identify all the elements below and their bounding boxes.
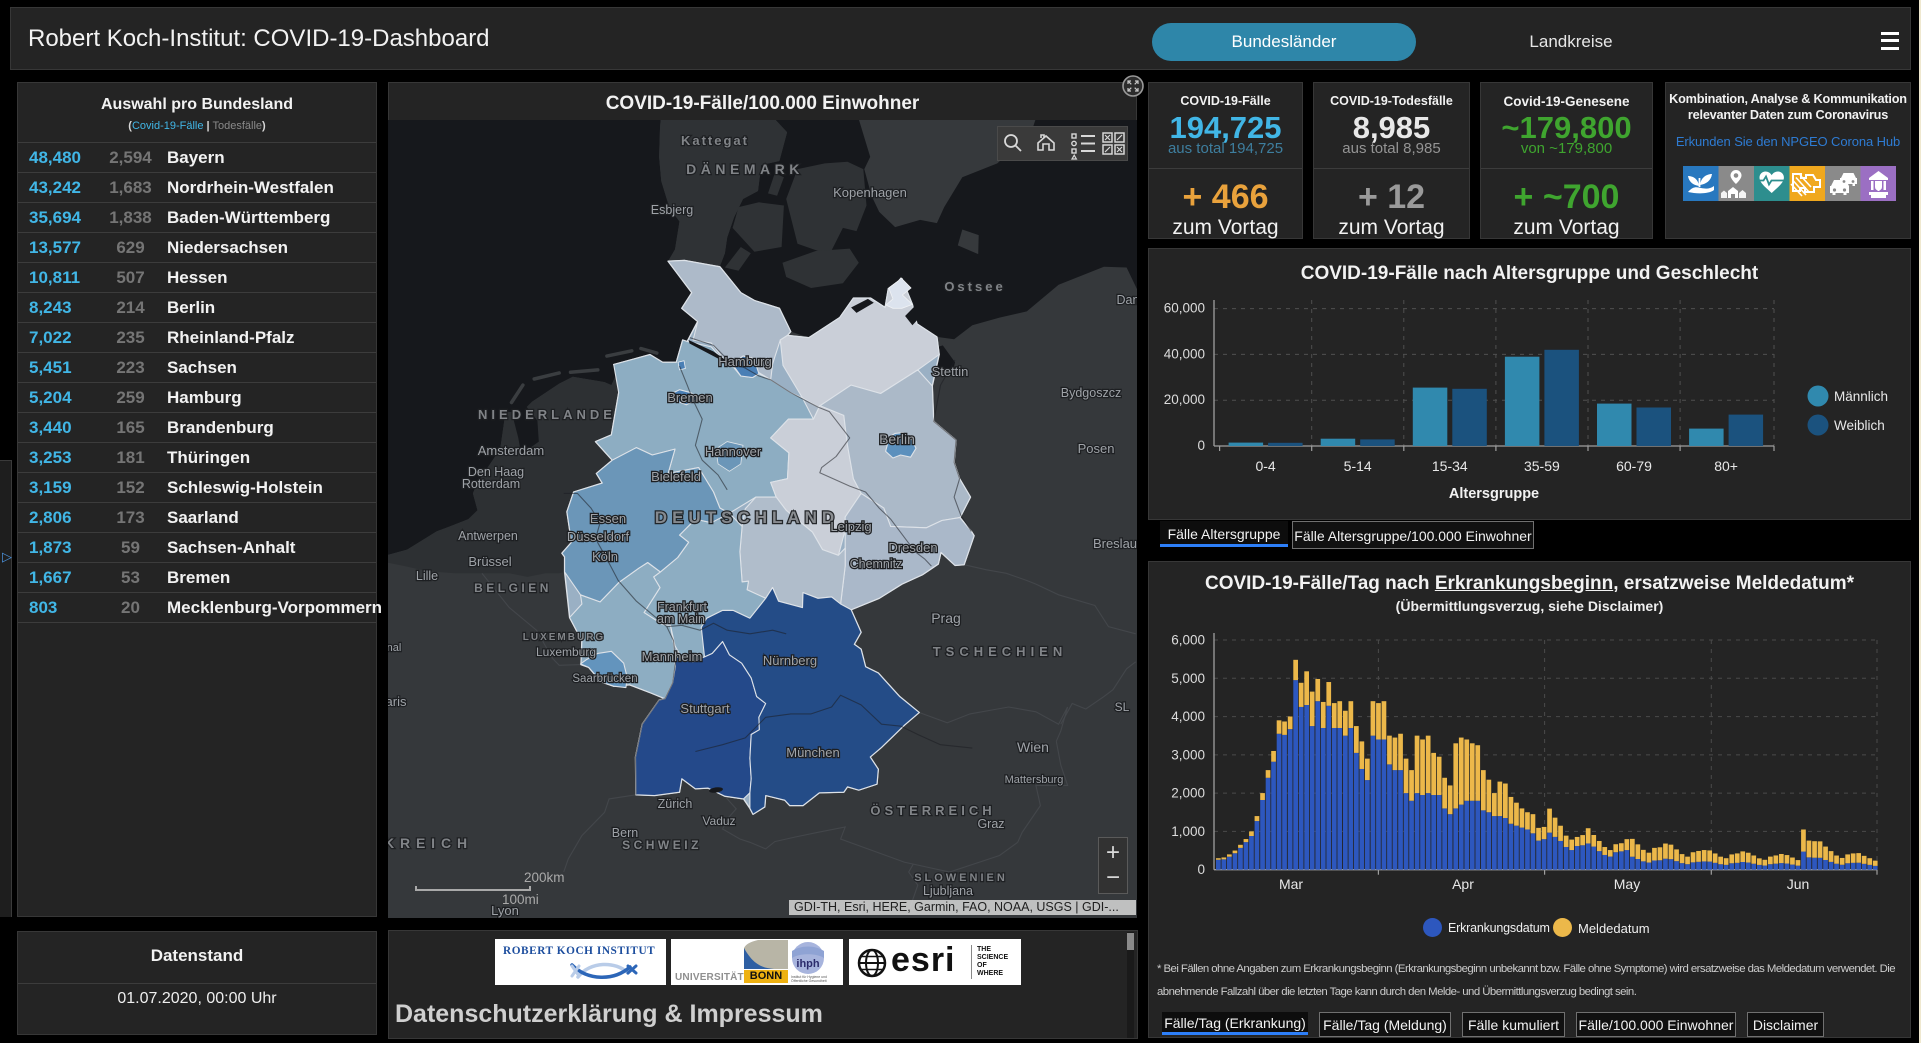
svg-text:Wien: Wien: [1017, 739, 1049, 755]
svg-text:Zürich: Zürich: [658, 797, 693, 811]
svg-text:4,000: 4,000: [1171, 709, 1205, 724]
svg-text:ihph: ihph: [796, 958, 819, 970]
svg-text:Bern: Bern: [612, 826, 638, 840]
svg-text:Köln: Köln: [592, 549, 618, 564]
svg-text:LUXEMBURG: LUXEMBURG: [523, 632, 605, 643]
svg-text:Mattersburg: Mattersburg: [1005, 774, 1064, 786]
svg-text:Männlich: Männlich: [1834, 389, 1888, 404]
svg-text:Ljubljana: Ljubljana: [923, 884, 973, 898]
svg-text:5,000: 5,000: [1171, 671, 1205, 686]
svg-text:6,000: 6,000: [1171, 633, 1205, 648]
svg-text:40,000: 40,000: [1164, 346, 1205, 361]
svg-text:Posen: Posen: [1078, 441, 1115, 456]
svg-text:Lyon: Lyon: [491, 903, 519, 918]
svg-text:Apr: Apr: [1452, 876, 1474, 892]
svg-text:Mannheim: Mannheim: [642, 649, 703, 664]
svg-text:Brüssel: Brüssel: [468, 554, 511, 569]
svg-text:Dresden: Dresden: [888, 540, 937, 555]
svg-text:SLOWENIEN: SLOWENIEN: [914, 872, 1008, 884]
svg-text:1,000: 1,000: [1171, 824, 1205, 839]
svg-text:May: May: [1614, 876, 1640, 892]
svg-text:Stuttgart: Stuttgart: [680, 701, 730, 716]
svg-text:Berlin: Berlin: [879, 431, 915, 447]
svg-text:München: München: [786, 745, 839, 760]
svg-text:Den Haag: Den Haag: [468, 465, 524, 479]
svg-text:Essen: Essen: [590, 511, 626, 526]
svg-text:Leipzig: Leipzig: [830, 519, 871, 534]
svg-text:aris: aris: [388, 694, 407, 709]
svg-text:Hamburg: Hamburg: [718, 354, 771, 369]
svg-text:60-79: 60-79: [1616, 458, 1652, 474]
svg-text:Düsseldorf: Düsseldorf: [567, 529, 630, 544]
svg-text:0-4: 0-4: [1255, 458, 1275, 474]
svg-text:Vaduz: Vaduz: [702, 814, 735, 828]
svg-text:Frankfurt: Frankfurt: [657, 600, 708, 614]
svg-text:Saarbrücken: Saarbrücken: [572, 673, 637, 685]
svg-text:Lille: Lille: [416, 569, 438, 583]
svg-text:Graz: Graz: [977, 817, 1004, 831]
svg-text:Bielefeld: Bielefeld: [651, 469, 701, 484]
svg-text:Luxemburg: Luxemburg: [536, 645, 596, 659]
svg-text:Nürnberg: Nürnberg: [763, 653, 817, 668]
svg-text:SCHWEIZ: SCHWEIZ: [622, 838, 702, 852]
svg-text:20,000: 20,000: [1164, 392, 1205, 407]
svg-text:nal: nal: [388, 642, 401, 654]
svg-text:15-34: 15-34: [1432, 458, 1468, 474]
svg-text:Bydgoszcz: Bydgoszcz: [1061, 386, 1121, 400]
svg-text:DÄNEMARK: DÄNEMARK: [686, 161, 804, 177]
svg-text:35-59: 35-59: [1524, 458, 1560, 474]
svg-text:Rotterdam: Rotterdam: [462, 477, 520, 491]
svg-text:am Main: am Main: [657, 612, 705, 626]
svg-text:Kopenhagen: Kopenhagen: [833, 185, 907, 200]
svg-text:DEUTSCHLAND: DEUTSCHLAND: [655, 508, 839, 527]
svg-text:Prag: Prag: [931, 610, 961, 626]
svg-text:Chemnitz: Chemnitz: [850, 557, 903, 571]
svg-text:K R E I C H: K R E I C H: [388, 835, 468, 851]
svg-text:Amsterdam: Amsterdam: [478, 443, 544, 458]
svg-text:60,000: 60,000: [1164, 301, 1205, 316]
svg-text:5-14: 5-14: [1344, 458, 1372, 474]
svg-text:80+: 80+: [1714, 458, 1738, 474]
svg-text:Breslau: Breslau: [1093, 536, 1137, 551]
svg-text:Weiblich: Weiblich: [1834, 418, 1885, 433]
svg-text:Ostsee: Ostsee: [944, 279, 1005, 294]
svg-text:Antwerpen: Antwerpen: [458, 529, 518, 543]
svg-text:2,000: 2,000: [1171, 786, 1205, 801]
svg-text:ÖSTERREICH: ÖSTERREICH: [870, 803, 995, 818]
svg-text:Bremen: Bremen: [667, 390, 713, 405]
svg-text:3,000: 3,000: [1171, 747, 1205, 762]
svg-text:BELGIEN: BELGIEN: [474, 581, 552, 595]
svg-text:Kattegat: Kattegat: [681, 133, 749, 148]
svg-text:Stettin: Stettin: [932, 364, 969, 379]
svg-text:NIEDERLANDE: NIEDERLANDE: [478, 407, 616, 422]
svg-text:SL: SL: [1115, 700, 1130, 714]
svg-text:Jun: Jun: [1787, 876, 1810, 892]
svg-text:Esbjerg: Esbjerg: [651, 203, 693, 217]
svg-text:Dan: Dan: [1117, 293, 1137, 307]
svg-text:Hannover: Hannover: [705, 444, 762, 459]
svg-text:Altersgruppe: Altersgruppe: [1449, 486, 1539, 502]
svg-text:TSCHECHIEN: TSCHECHIEN: [933, 644, 1068, 659]
svg-text:0: 0: [1197, 862, 1205, 877]
svg-text:0: 0: [1197, 438, 1205, 453]
svg-text:Mar: Mar: [1279, 876, 1303, 892]
